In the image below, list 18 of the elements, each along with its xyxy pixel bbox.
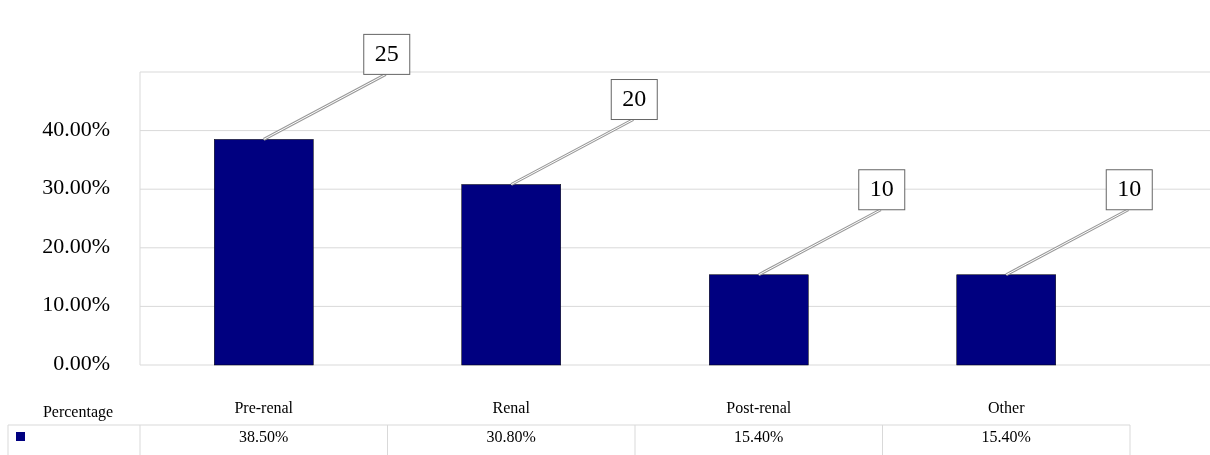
y-tick-label: 30.00% [42, 174, 110, 200]
data-label: 30.80% [486, 428, 536, 445]
x-tick-label: Renal [492, 399, 531, 416]
y-tick-label: 40.00% [42, 115, 110, 141]
annotation: 20 [622, 85, 647, 112]
annotation: 25 [374, 39, 399, 66]
x-tick-label: Post-renal [726, 399, 792, 416]
y-tick-label: 20.00% [42, 232, 110, 258]
annotation: 10 [869, 175, 894, 202]
data-label: 38.50% [239, 428, 289, 445]
x-tick-label: Other [988, 399, 1026, 416]
y-tick-label: 0.00% [53, 350, 110, 376]
text: Percentage [42, 403, 114, 421]
y-tick-label: 10.00% [42, 291, 110, 317]
data-label: 15.40% [734, 428, 784, 445]
annotation: 10 [1117, 175, 1142, 202]
data-label: 15.40% [981, 428, 1031, 445]
x-tick-label: Pre-renal [234, 399, 294, 416]
